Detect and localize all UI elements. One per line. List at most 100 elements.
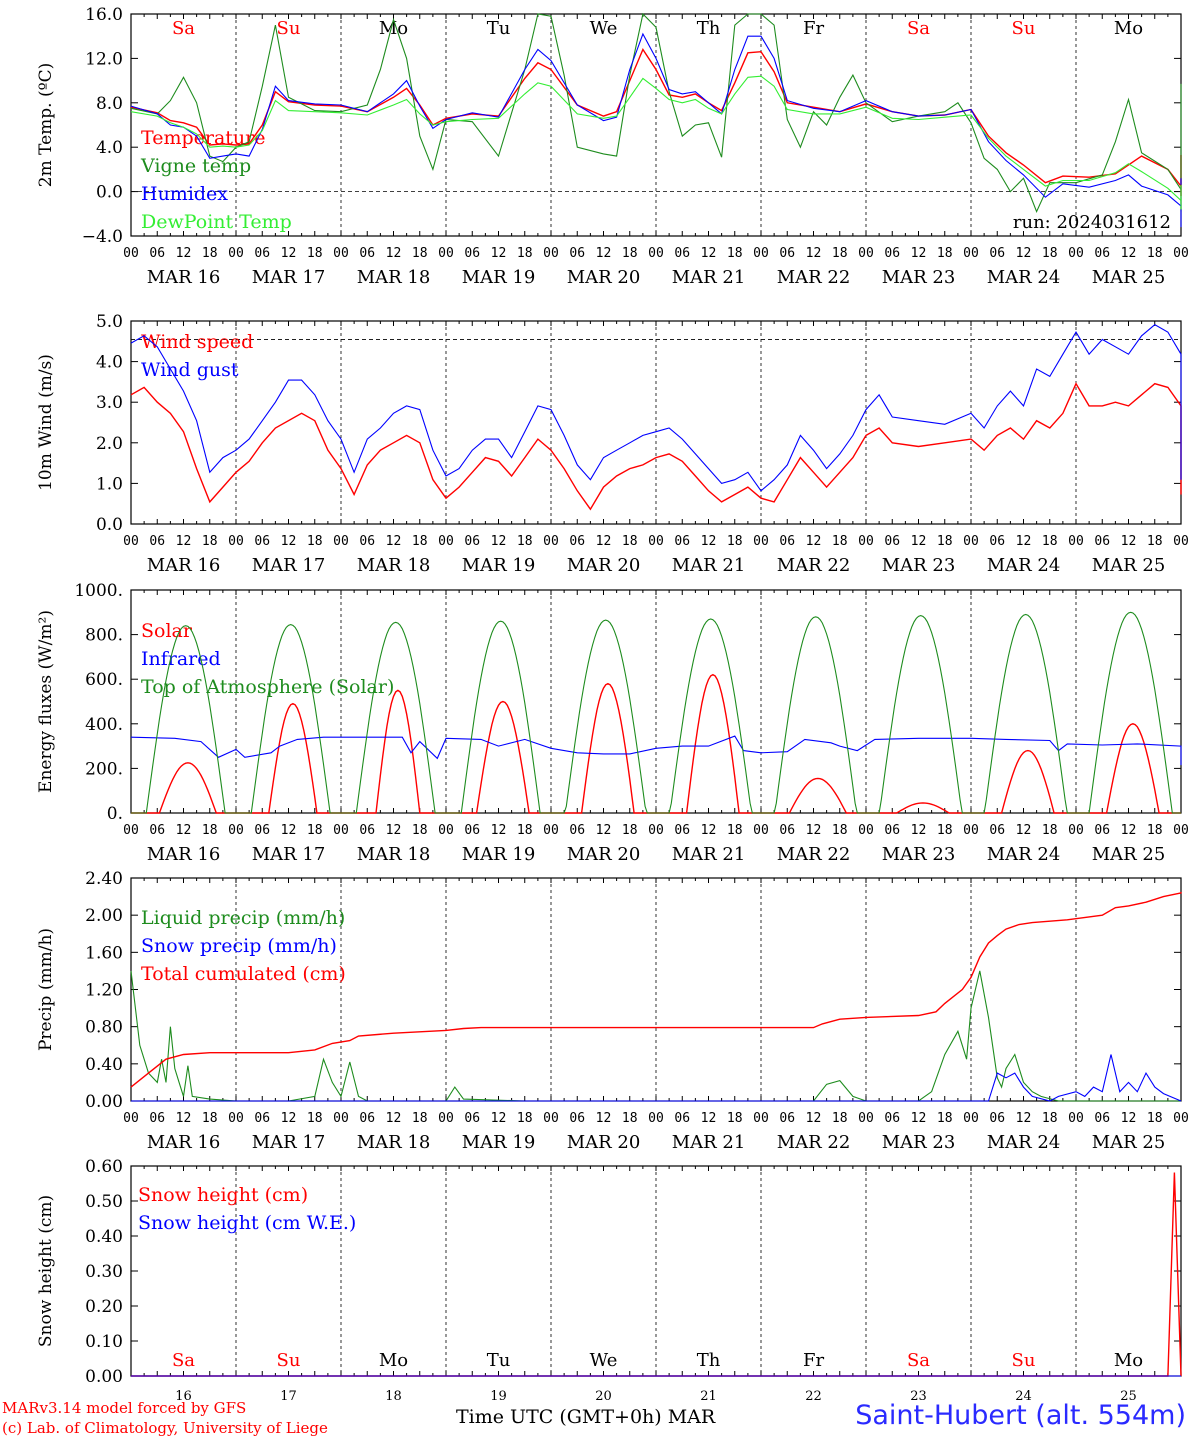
y-tick-label: 5.0 [96, 312, 123, 332]
series-line-dewpoint-temp [130, 75, 1182, 210]
hour-tick-label: 06 [254, 534, 270, 549]
hour-tick-label: 12 [386, 823, 402, 838]
hour-tick-label: 12 [806, 534, 822, 549]
hour-tick-label: 06 [569, 823, 585, 838]
hour-tick-label: 12 [911, 1111, 927, 1126]
y-tick-label: 0.0 [96, 183, 123, 203]
hour-tick-label: 18 [412, 1111, 428, 1126]
hour-tick-label: 06 [674, 246, 690, 261]
station-title: Saint-Hubert (alt. 554m) [855, 1400, 1186, 1431]
date-label: MAR 18 [357, 1132, 431, 1153]
hour-tick-label: 12 [596, 534, 612, 549]
weekday-label: Th [697, 1350, 721, 1371]
run-label: run: 2024031612 [1013, 212, 1171, 233]
hour-tick-label: 12 [1016, 246, 1032, 261]
legend-entry: Snow height (cm W.E.) [138, 1212, 356, 1234]
hour-tick-label: 12 [491, 246, 507, 261]
date-label: MAR 23 [882, 844, 956, 865]
date-label: MAR 19 [462, 267, 536, 288]
hour-tick-label: 00 [123, 823, 139, 838]
date-label: MAR 24 [987, 555, 1061, 576]
hour-tick-label: 12 [281, 823, 297, 838]
date-label: MAR 17 [252, 267, 326, 288]
hour-tick-label: 18 [622, 534, 638, 549]
hour-tick-label: 18 [517, 823, 533, 838]
series-line-total-cumulated-cm- [130, 891, 1182, 1088]
series-line-snow-precip-mm-h- [131, 1054, 1182, 1102]
hour-tick-label: 18 [832, 246, 848, 261]
date-label: MAR 16 [147, 267, 221, 288]
hour-tick-label: 06 [674, 1111, 690, 1126]
hour-tick-label: 06 [1094, 823, 1110, 838]
day-number-label: 16 [175, 1389, 192, 1404]
y-tick-label: 1.20 [85, 981, 123, 1001]
hour-tick-label: 06 [884, 823, 900, 838]
date-label: MAR 20 [567, 844, 641, 865]
date-label: MAR 23 [882, 267, 956, 288]
hour-tick-label: 18 [307, 823, 323, 838]
y-tick-label: 12.0 [85, 49, 123, 69]
date-label: MAR 19 [462, 844, 536, 865]
hour-tick-label: 06 [779, 534, 795, 549]
hour-tick-label: 12 [596, 823, 612, 838]
hour-tick-label: 00 [228, 1111, 244, 1126]
hour-tick-label: 06 [149, 823, 165, 838]
hour-tick-label: 06 [989, 823, 1005, 838]
y-tick-label: 1000. [74, 581, 123, 601]
hour-tick-label: 00 [333, 534, 349, 549]
hour-tick-label: 00 [543, 1111, 559, 1126]
hour-tick-label: 18 [727, 246, 743, 261]
hour-tick-label: 06 [989, 1111, 1005, 1126]
hour-tick-label: 00 [543, 246, 559, 261]
y-tick-label: 4.0 [96, 353, 123, 373]
hour-tick-label: 12 [806, 246, 822, 261]
hour-tick-label: 00 [963, 534, 979, 549]
legend-entry: Humidex [141, 183, 228, 205]
date-label: MAR 21 [672, 1132, 746, 1153]
hour-tick-label: 12 [806, 1111, 822, 1126]
hour-tick-label: 06 [989, 246, 1005, 261]
series-line-wind-gust [130, 324, 1182, 492]
legend-entry: Top of Atmosphere (Solar) [141, 676, 394, 698]
y-tick-label: 0.40 [85, 1227, 123, 1247]
hour-tick-label: 18 [1042, 246, 1058, 261]
date-label: MAR 24 [987, 1132, 1061, 1153]
day-number-label: 23 [910, 1389, 927, 1404]
series-line-liquid-precip-mm-h- [130, 970, 1181, 1102]
hour-tick-label: 00 [1068, 1111, 1084, 1126]
y-tick-label: 4.0 [96, 138, 123, 158]
hour-tick-label: 18 [517, 1111, 533, 1126]
y-tick-label: 8.0 [96, 94, 123, 114]
hour-tick-label: 18 [1147, 1111, 1163, 1126]
series-line-infrared [130, 735, 1182, 766]
hour-tick-label: 12 [386, 534, 402, 549]
y-tick-label: 1.60 [85, 943, 123, 963]
hour-tick-label: 00 [543, 534, 559, 549]
hour-tick-label: 06 [254, 246, 270, 261]
date-label: MAR 22 [777, 844, 851, 865]
date-label: MAR 18 [357, 555, 431, 576]
y-tick-label: 16.0 [85, 5, 123, 25]
date-label: MAR 25 [1092, 1132, 1166, 1153]
hour-tick-label: 18 [727, 823, 743, 838]
hour-tick-label: 00 [963, 823, 979, 838]
day-number-label: 25 [1120, 1389, 1137, 1404]
weekday-label: Fr [803, 18, 824, 39]
y-tick-label: 2.40 [85, 869, 123, 889]
hour-tick-label: 12 [1016, 534, 1032, 549]
hour-tick-label: 18 [202, 823, 218, 838]
date-label: MAR 17 [252, 1132, 326, 1153]
hour-tick-label: 12 [1016, 1111, 1032, 1126]
weekday-label: Su [277, 18, 301, 39]
hour-tick-label: 18 [937, 246, 953, 261]
hour-tick-label: 06 [359, 246, 375, 261]
date-label: MAR 16 [147, 555, 221, 576]
weekday-label: Mo [1114, 1350, 1143, 1371]
hour-tick-label: 06 [779, 1111, 795, 1126]
hour-tick-label: 12 [596, 1111, 612, 1126]
hour-tick-label: 06 [464, 823, 480, 838]
y-axis-label: 2m Temp. (ºC) [36, 63, 56, 188]
hour-tick-label: 18 [517, 534, 533, 549]
hour-tick-label: 18 [622, 823, 638, 838]
hour-tick-label: 18 [412, 246, 428, 261]
